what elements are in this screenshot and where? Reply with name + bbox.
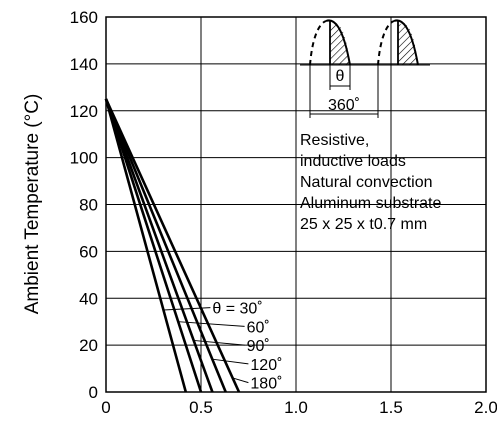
series-line-2 xyxy=(104,98,214,393)
condition-note-line: Aluminum substrate xyxy=(300,195,441,212)
condition-note-line: Natural convection xyxy=(300,174,433,191)
series-leader-0 xyxy=(163,307,211,311)
series-leader-2 xyxy=(193,339,245,346)
y-tick-label: 160 xyxy=(70,8,98,27)
waveform-hatched-area-2 xyxy=(398,23,418,65)
series-leader-lines xyxy=(163,307,249,384)
y-tick-label: 20 xyxy=(79,336,98,355)
series-label-3: 120˚ xyxy=(250,357,282,374)
waveform-dashed-rise-1 xyxy=(309,20,327,66)
series-label-1: 60˚ xyxy=(247,319,270,336)
tick-labels: 0 0.5 1.0 1.5 2.0 0 20 40 60 80 100 120 140 160 xyxy=(70,8,497,417)
waveform-solid-tail-2 xyxy=(393,19,419,66)
waveform-dashed-rise-2 xyxy=(377,20,395,66)
waveform-hatched-area-1 xyxy=(330,23,350,65)
condition-note-line: Resistive, xyxy=(300,132,369,149)
y-tick-label: 40 xyxy=(79,289,98,308)
series-line-1 xyxy=(104,98,203,393)
series-leader-1 xyxy=(178,321,245,327)
y-tick-label: 60 xyxy=(79,242,98,261)
series-leader-3 xyxy=(212,358,249,365)
y-tick-label: 0 xyxy=(89,383,98,402)
series-line-3 xyxy=(104,98,227,393)
x-tick-label: 2.0 xyxy=(474,398,497,417)
x-tick-label: 0.5 xyxy=(189,398,213,417)
condition-note-line: 25 x 25 x t0.7 mm xyxy=(300,216,427,233)
y-tick-label: 120 xyxy=(70,102,98,121)
x-tick-label: 1.0 xyxy=(284,398,308,417)
condition-note-line: inductive loads xyxy=(300,153,406,170)
series-line-0 xyxy=(104,98,188,393)
plot-frame xyxy=(105,16,487,393)
x-tick-label: 0 xyxy=(101,398,110,417)
series-leader-4 xyxy=(232,377,249,384)
waveform-inset: θ 360˚ xyxy=(300,19,430,118)
series-labels: θ = 30˚60˚ 90˚ 120˚ 180˚ xyxy=(212,301,282,393)
y-tick-label: 80 xyxy=(79,196,98,215)
period-label: 360˚ xyxy=(328,97,360,114)
series-label-0: θ = 30˚ xyxy=(212,301,262,318)
y-tick-label: 140 xyxy=(70,55,98,74)
series-line-4 xyxy=(104,98,241,393)
waveform-solid-tail-1 xyxy=(325,19,351,66)
condition-notes: Resistive, inductive loads Natural convect… xyxy=(300,132,441,233)
series-lines xyxy=(104,98,241,393)
theta-label: θ xyxy=(336,68,345,85)
x-tick-label: 1.5 xyxy=(379,398,403,417)
y-tick-label: 100 xyxy=(70,149,98,168)
series-label-2: 90˚ xyxy=(247,338,270,355)
y-axis-title: Ambient Temperature (°C) xyxy=(22,94,43,315)
series-label-4: 180˚ xyxy=(250,376,282,393)
